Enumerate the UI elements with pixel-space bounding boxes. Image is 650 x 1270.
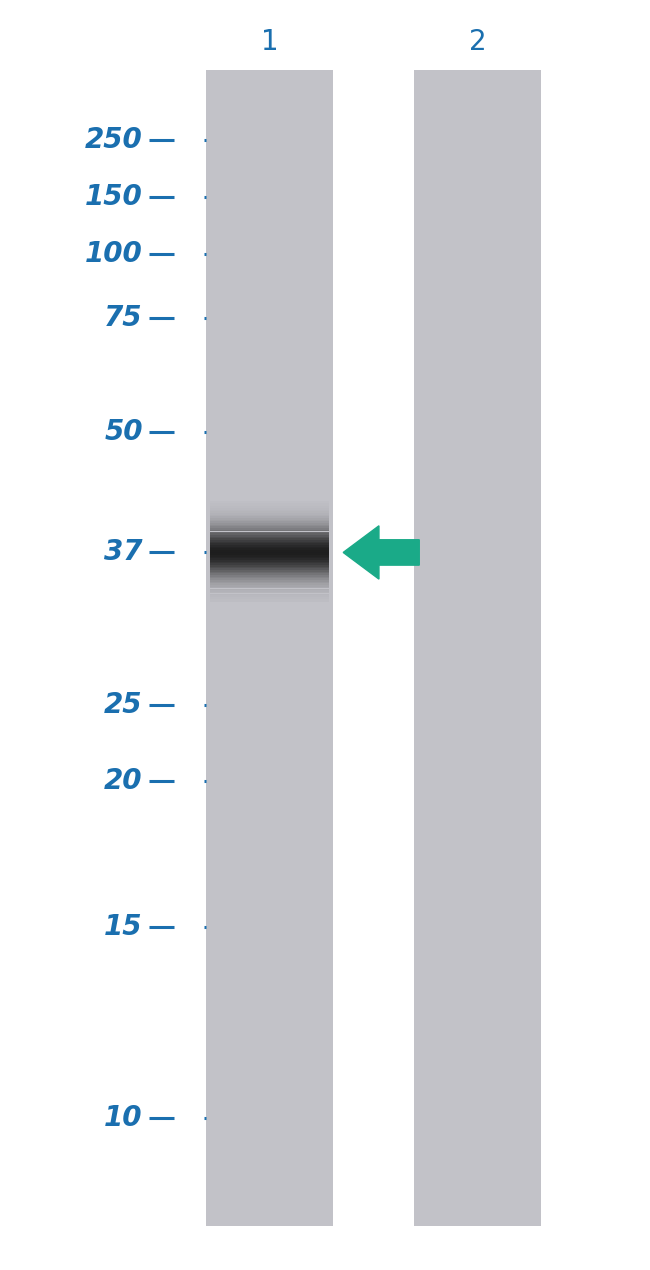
Bar [210,566,330,569]
Bar [210,545,330,546]
Bar [210,587,330,588]
Bar [210,598,330,601]
Bar [210,585,330,587]
Bar [210,502,330,503]
Bar [210,560,330,561]
Bar [210,536,330,538]
Bar [210,578,330,580]
Bar [210,570,330,572]
Bar [210,540,330,541]
Bar [210,555,330,556]
Text: 15: 15 [104,913,142,941]
Bar [210,517,330,518]
Bar [210,569,330,570]
Bar [415,70,541,1226]
Bar [210,525,330,527]
Bar [210,591,330,592]
Text: 100: 100 [85,240,142,268]
Bar [210,601,330,602]
Bar [210,549,330,550]
Bar [210,522,330,523]
Text: 50: 50 [104,418,142,446]
Bar [210,564,330,565]
Bar [210,561,330,564]
Bar [210,556,330,559]
Bar [210,550,330,551]
Bar [210,551,330,554]
Bar [210,572,330,573]
Bar [210,596,330,597]
Bar [210,530,330,531]
Bar [210,503,330,504]
Text: 20: 20 [104,767,142,795]
Bar [210,519,330,522]
Bar [210,532,330,533]
Bar [210,575,330,577]
Bar [210,528,330,530]
Bar [210,518,330,519]
Bar [207,70,333,1226]
Bar [210,509,330,512]
Text: 1: 1 [261,28,279,56]
Bar [210,565,330,566]
Text: 2: 2 [469,28,487,56]
Bar [210,508,330,509]
Text: 25: 25 [104,691,142,719]
Bar [210,583,330,585]
Bar [210,544,330,545]
Bar [210,514,330,517]
Text: 37: 37 [104,538,142,566]
Text: 10: 10 [104,1104,142,1132]
FancyArrow shape [343,526,419,579]
Bar [210,597,330,598]
Bar [210,513,330,514]
Bar [210,582,330,583]
Text: 150: 150 [85,183,142,211]
Bar [210,588,330,591]
Bar [210,541,330,544]
Bar [210,527,330,528]
Bar [210,554,330,555]
Bar [210,577,330,578]
Bar [210,533,330,535]
Bar [210,512,330,513]
Bar [210,580,330,582]
Text: 250: 250 [85,126,142,154]
Bar [210,546,330,549]
Bar [210,592,330,593]
Bar [210,574,330,575]
Bar [210,523,330,525]
Bar [210,593,330,596]
Bar [210,559,330,560]
Bar [210,538,330,540]
Bar [210,504,330,507]
Bar [210,535,330,536]
Text: 75: 75 [104,304,142,331]
Bar [210,507,330,508]
